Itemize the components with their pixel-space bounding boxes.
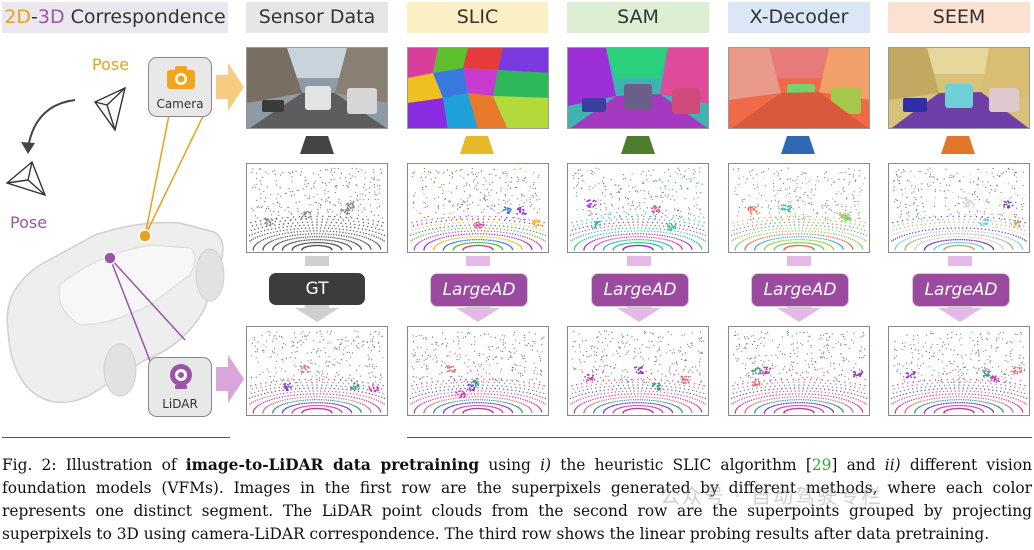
header-xdecoder: X-Decoder bbox=[728, 2, 870, 33]
left-panel-illustration bbox=[5, 63, 244, 404]
slic-projection-marker-icon bbox=[460, 136, 494, 154]
gt-button[interactable]: GT bbox=[269, 273, 365, 305]
seem-projection-marker-icon bbox=[941, 136, 975, 154]
header-sensor-data: Sensor Data bbox=[246, 2, 388, 33]
caption-bold: image-to-LiDAR data pretraining bbox=[185, 456, 480, 474]
xdecoder-superpoint-cloud bbox=[728, 163, 870, 253]
camera-connector-line bbox=[144, 99, 173, 237]
sam-superpoint-cloud bbox=[567, 163, 709, 253]
caption-prefix: Fig. 2: Illustration of bbox=[2, 456, 186, 474]
lidar-icon bbox=[170, 364, 192, 389]
divider-left bbox=[2, 437, 230, 438]
caption-i2: ii) bbox=[884, 456, 901, 474]
largead-seem-button[interactable]: LargeAD bbox=[912, 273, 1010, 307]
caption-mid2: the heuristic SLIC algorithm bbox=[551, 456, 806, 474]
down-arrows bbox=[295, 256, 982, 322]
gt-segmentation-cloud bbox=[246, 326, 388, 416]
pose-pyramid-top-icon bbox=[93, 86, 127, 132]
sam-superpixel-image bbox=[567, 47, 709, 129]
lidar-connector-line bbox=[109, 257, 153, 367]
lidar-label: LiDAR bbox=[162, 397, 198, 411]
sam-projection-marker-icon bbox=[621, 136, 655, 154]
pose-left-label: Pose bbox=[10, 213, 48, 232]
lidar-mount-dot bbox=[103, 251, 117, 265]
lidar-badge: LiDAR bbox=[148, 357, 212, 417]
divider-right bbox=[407, 437, 1032, 438]
camera-mount-dot bbox=[138, 229, 152, 243]
camera-badge: Camera bbox=[148, 57, 212, 117]
camera-icon bbox=[167, 66, 195, 89]
figure-caption: Fig. 2: Illustration of image-to-LiDAR d… bbox=[2, 454, 1032, 546]
slic-superpixel-image bbox=[407, 47, 549, 129]
rotation-arrow-icon bbox=[27, 99, 76, 149]
header-dash-text: - bbox=[31, 6, 38, 28]
watermark-text: 公众号 · 自动驾驶专栏 bbox=[660, 484, 884, 508]
pose-top-label: Pose bbox=[92, 55, 130, 74]
lidar-flow-arrow-icon bbox=[216, 355, 244, 403]
caption-mid3: and bbox=[837, 456, 885, 474]
caption-citation-link[interactable]: 29 bbox=[811, 456, 832, 474]
sensor-projection-marker-icon bbox=[300, 136, 334, 154]
seem-superpixel-image bbox=[888, 47, 1030, 129]
camera-connector-line-2 bbox=[144, 111, 206, 237]
caption-i1: i) bbox=[540, 456, 551, 474]
rotation-arrowhead-icon bbox=[21, 142, 35, 154]
seem-superpoint-cloud bbox=[888, 163, 1030, 253]
pose-pyramid-left-icon bbox=[5, 160, 47, 197]
slic-superpoint-cloud bbox=[407, 163, 549, 253]
sensor-point-cloud bbox=[246, 163, 388, 253]
camera-flow-arrow-icon bbox=[216, 63, 244, 111]
lidar-connector-line-2 bbox=[109, 257, 186, 341]
header-2d-text: 2D bbox=[4, 6, 32, 28]
xdecoder-superpixel-image bbox=[728, 47, 870, 129]
header-seem: SEEM bbox=[888, 2, 1030, 33]
header-correspondence-text: Correspondence bbox=[64, 6, 226, 28]
header-2d-3d-correspondence: 2D-3D Correspondence bbox=[2, 2, 228, 33]
header-3d-text: 3D bbox=[37, 6, 65, 28]
caption-cite-close: ] bbox=[831, 456, 838, 474]
sam-probing-result-cloud bbox=[567, 326, 709, 416]
largead-sam-button[interactable]: LargeAD bbox=[591, 273, 689, 307]
caption-cite-open: [ bbox=[805, 456, 812, 474]
slic-probing-result-cloud bbox=[407, 326, 549, 416]
header-sam: SAM bbox=[567, 2, 709, 33]
largead-xdecoder-button[interactable]: LargeAD bbox=[751, 273, 849, 307]
caption-rest: different vision foundation models (VFMs… bbox=[2, 456, 1033, 543]
caption-mid1: using bbox=[479, 456, 541, 474]
header-slic: SLIC bbox=[407, 2, 548, 33]
largead-slic-button[interactable]: LargeAD bbox=[430, 273, 528, 307]
xdecoder-probing-result-cloud bbox=[728, 326, 870, 416]
seem-probing-result-cloud bbox=[888, 326, 1030, 416]
camera-label: Camera bbox=[156, 97, 204, 111]
sensor-camera-image bbox=[246, 47, 388, 129]
xdecoder-projection-marker-icon bbox=[781, 136, 815, 154]
